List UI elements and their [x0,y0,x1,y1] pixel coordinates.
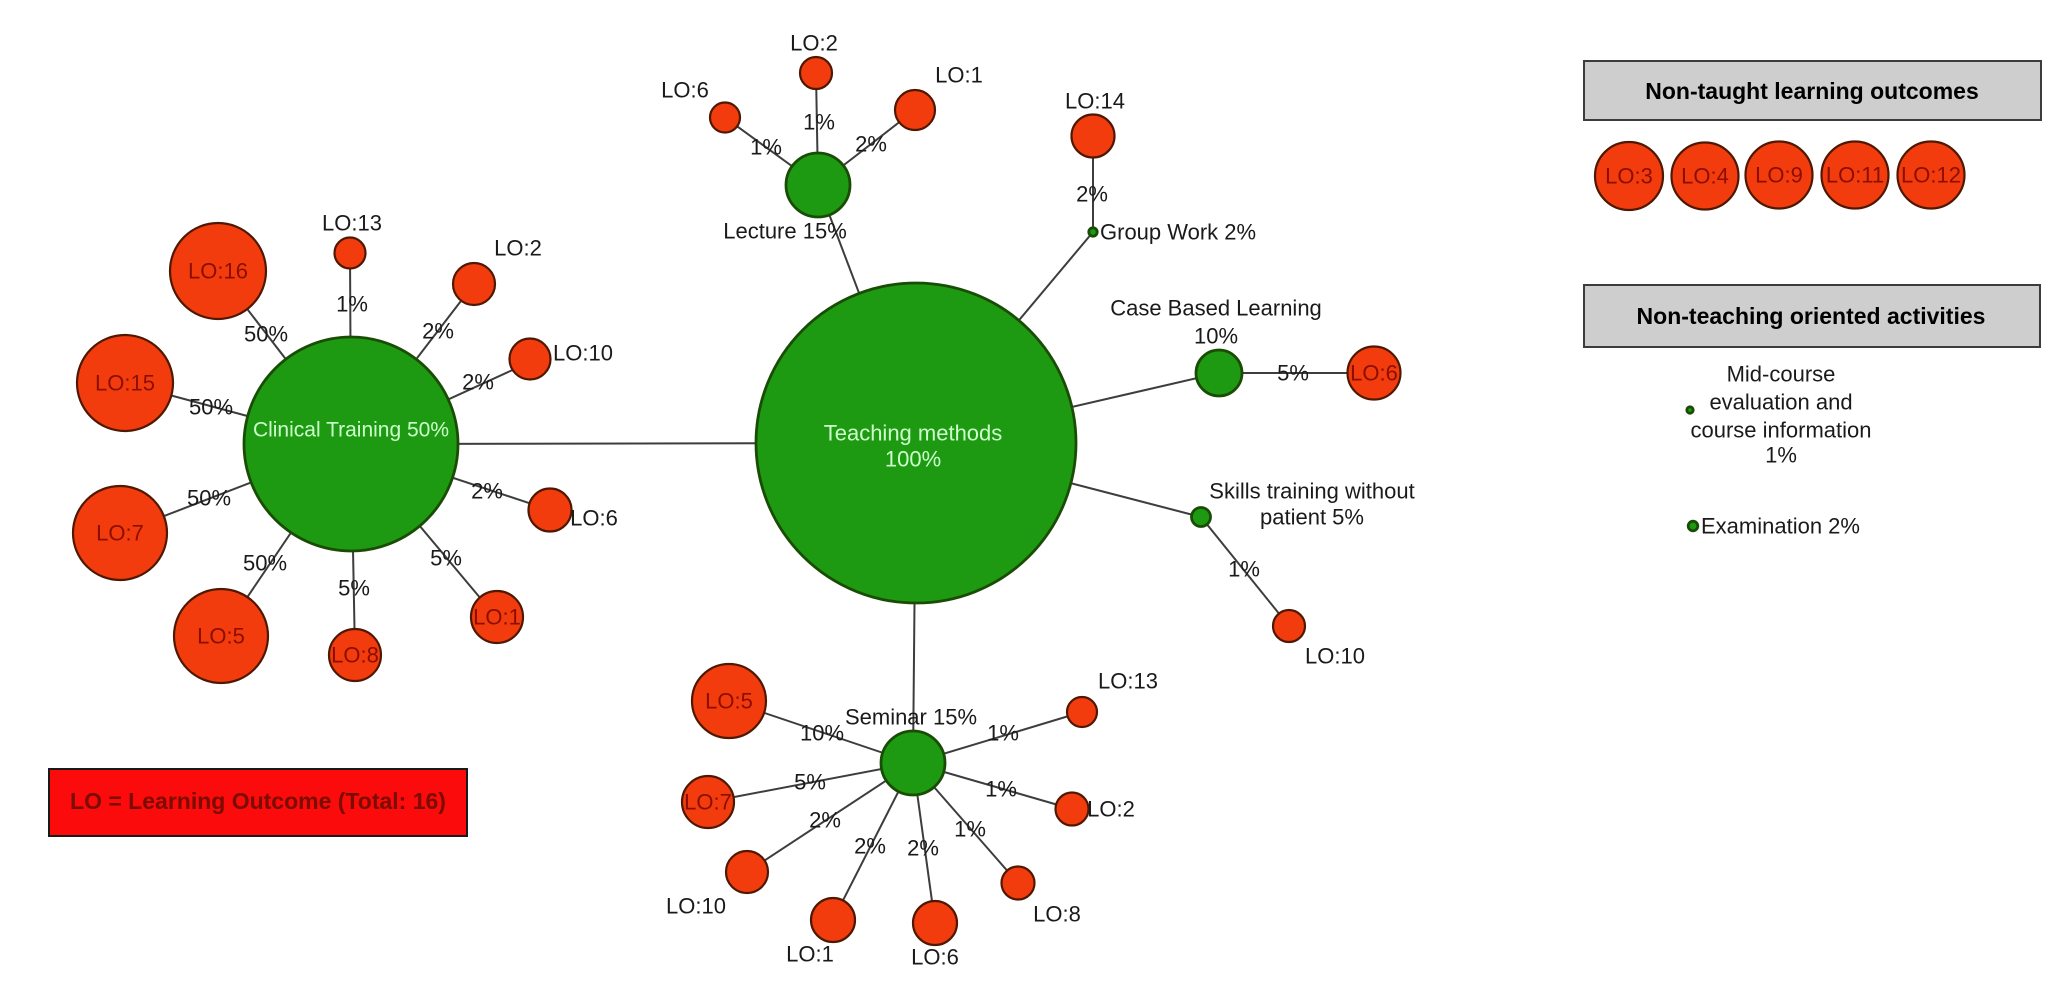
svg-text:5%: 5% [338,576,370,601]
svg-text:100%: 100% [885,447,941,472]
svg-text:course information: course information [1691,418,1872,443]
svg-text:LO:7: LO:7 [684,790,732,815]
svg-text:Skills training without: Skills training without [1209,479,1414,504]
svg-text:Clinical Training 50%: Clinical Training 50% [253,419,449,442]
svg-text:50%: 50% [189,395,233,420]
svg-text:Non-teaching oriented activiti: Non-teaching oriented activities [1637,303,1986,329]
svg-text:Lecture 15%: Lecture 15% [723,219,847,244]
svg-text:1%: 1% [985,777,1017,802]
svg-text:LO:10: LO:10 [666,894,726,919]
svg-text:10%: 10% [1194,324,1238,349]
svg-text:Mid-course: Mid-course [1727,362,1836,387]
svg-text:LO:2: LO:2 [1087,797,1135,822]
svg-text:LO:2: LO:2 [790,31,838,56]
svg-text:1%: 1% [1765,443,1797,468]
svg-text:1%: 1% [954,817,986,842]
svg-text:2%: 2% [471,479,503,504]
svg-text:LO:13: LO:13 [322,211,382,236]
svg-text:2%: 2% [854,834,886,859]
svg-text:Non-taught learning outcomes: Non-taught learning outcomes [1645,78,1979,104]
svg-text:1%: 1% [987,721,1019,746]
svg-text:LO:8: LO:8 [1033,902,1081,927]
svg-text:LO:10: LO:10 [553,341,613,366]
svg-text:LO:6: LO:6 [1350,361,1398,386]
svg-text:1%: 1% [336,292,368,317]
svg-text:LO:10: LO:10 [1305,644,1365,669]
svg-text:LO:1: LO:1 [786,942,834,967]
svg-text:LO:14: LO:14 [1065,89,1125,114]
svg-text:10%: 10% [800,721,844,746]
svg-text:1%: 1% [1228,557,1260,582]
svg-text:LO:6: LO:6 [661,78,709,103]
svg-text:Case Based Learning: Case Based Learning [1110,296,1322,321]
svg-text:LO = Learning Outcome (Total:: LO = Learning Outcome (Total: 16) [70,788,446,814]
svg-text:2%: 2% [855,132,887,157]
svg-text:LO:3: LO:3 [1605,164,1653,189]
svg-text:5%: 5% [794,770,826,795]
svg-text:2%: 2% [1076,182,1108,207]
svg-text:5%: 5% [1277,361,1309,386]
svg-text:LO:9: LO:9 [1755,163,1803,188]
svg-text:50%: 50% [244,322,288,347]
svg-text:50%: 50% [243,551,287,576]
svg-text:1%: 1% [750,135,782,160]
svg-text:LO:2: LO:2 [494,236,542,261]
svg-text:LO:15: LO:15 [95,371,155,396]
svg-text:2%: 2% [462,370,494,395]
svg-text:LO:7: LO:7 [96,521,144,546]
svg-text:50%: 50% [187,486,231,511]
svg-text:LO:6: LO:6 [911,945,959,970]
svg-text:Seminar 15%: Seminar 15% [845,705,977,730]
svg-text:LO:5: LO:5 [705,689,753,714]
svg-text:LO:11: LO:11 [1826,163,1884,188]
svg-text:evaluation and: evaluation and [1709,390,1852,415]
svg-text:2%: 2% [809,808,841,833]
svg-text:LO:5: LO:5 [197,624,245,649]
svg-text:1%: 1% [803,110,835,135]
svg-text:LO:13: LO:13 [1098,669,1158,694]
svg-text:Group Work 2%: Group Work 2% [1100,220,1256,245]
svg-text:2%: 2% [907,836,939,861]
svg-text:Teaching methods: Teaching methods [824,421,1003,446]
svg-text:patient 5%: patient 5% [1260,505,1364,530]
svg-text:5%: 5% [430,546,462,571]
svg-text:LO:4: LO:4 [1681,164,1729,189]
svg-text:LO:6: LO:6 [570,506,618,531]
svg-text:LO:1: LO:1 [473,605,521,630]
svg-text:LO:8: LO:8 [331,643,379,668]
svg-text:2%: 2% [422,319,454,344]
svg-text:LO:12: LO:12 [1901,163,1961,188]
svg-text:Examination 2%: Examination 2% [1701,514,1860,539]
svg-text:LO:16: LO:16 [188,259,248,284]
svg-text:LO:1: LO:1 [935,63,983,88]
